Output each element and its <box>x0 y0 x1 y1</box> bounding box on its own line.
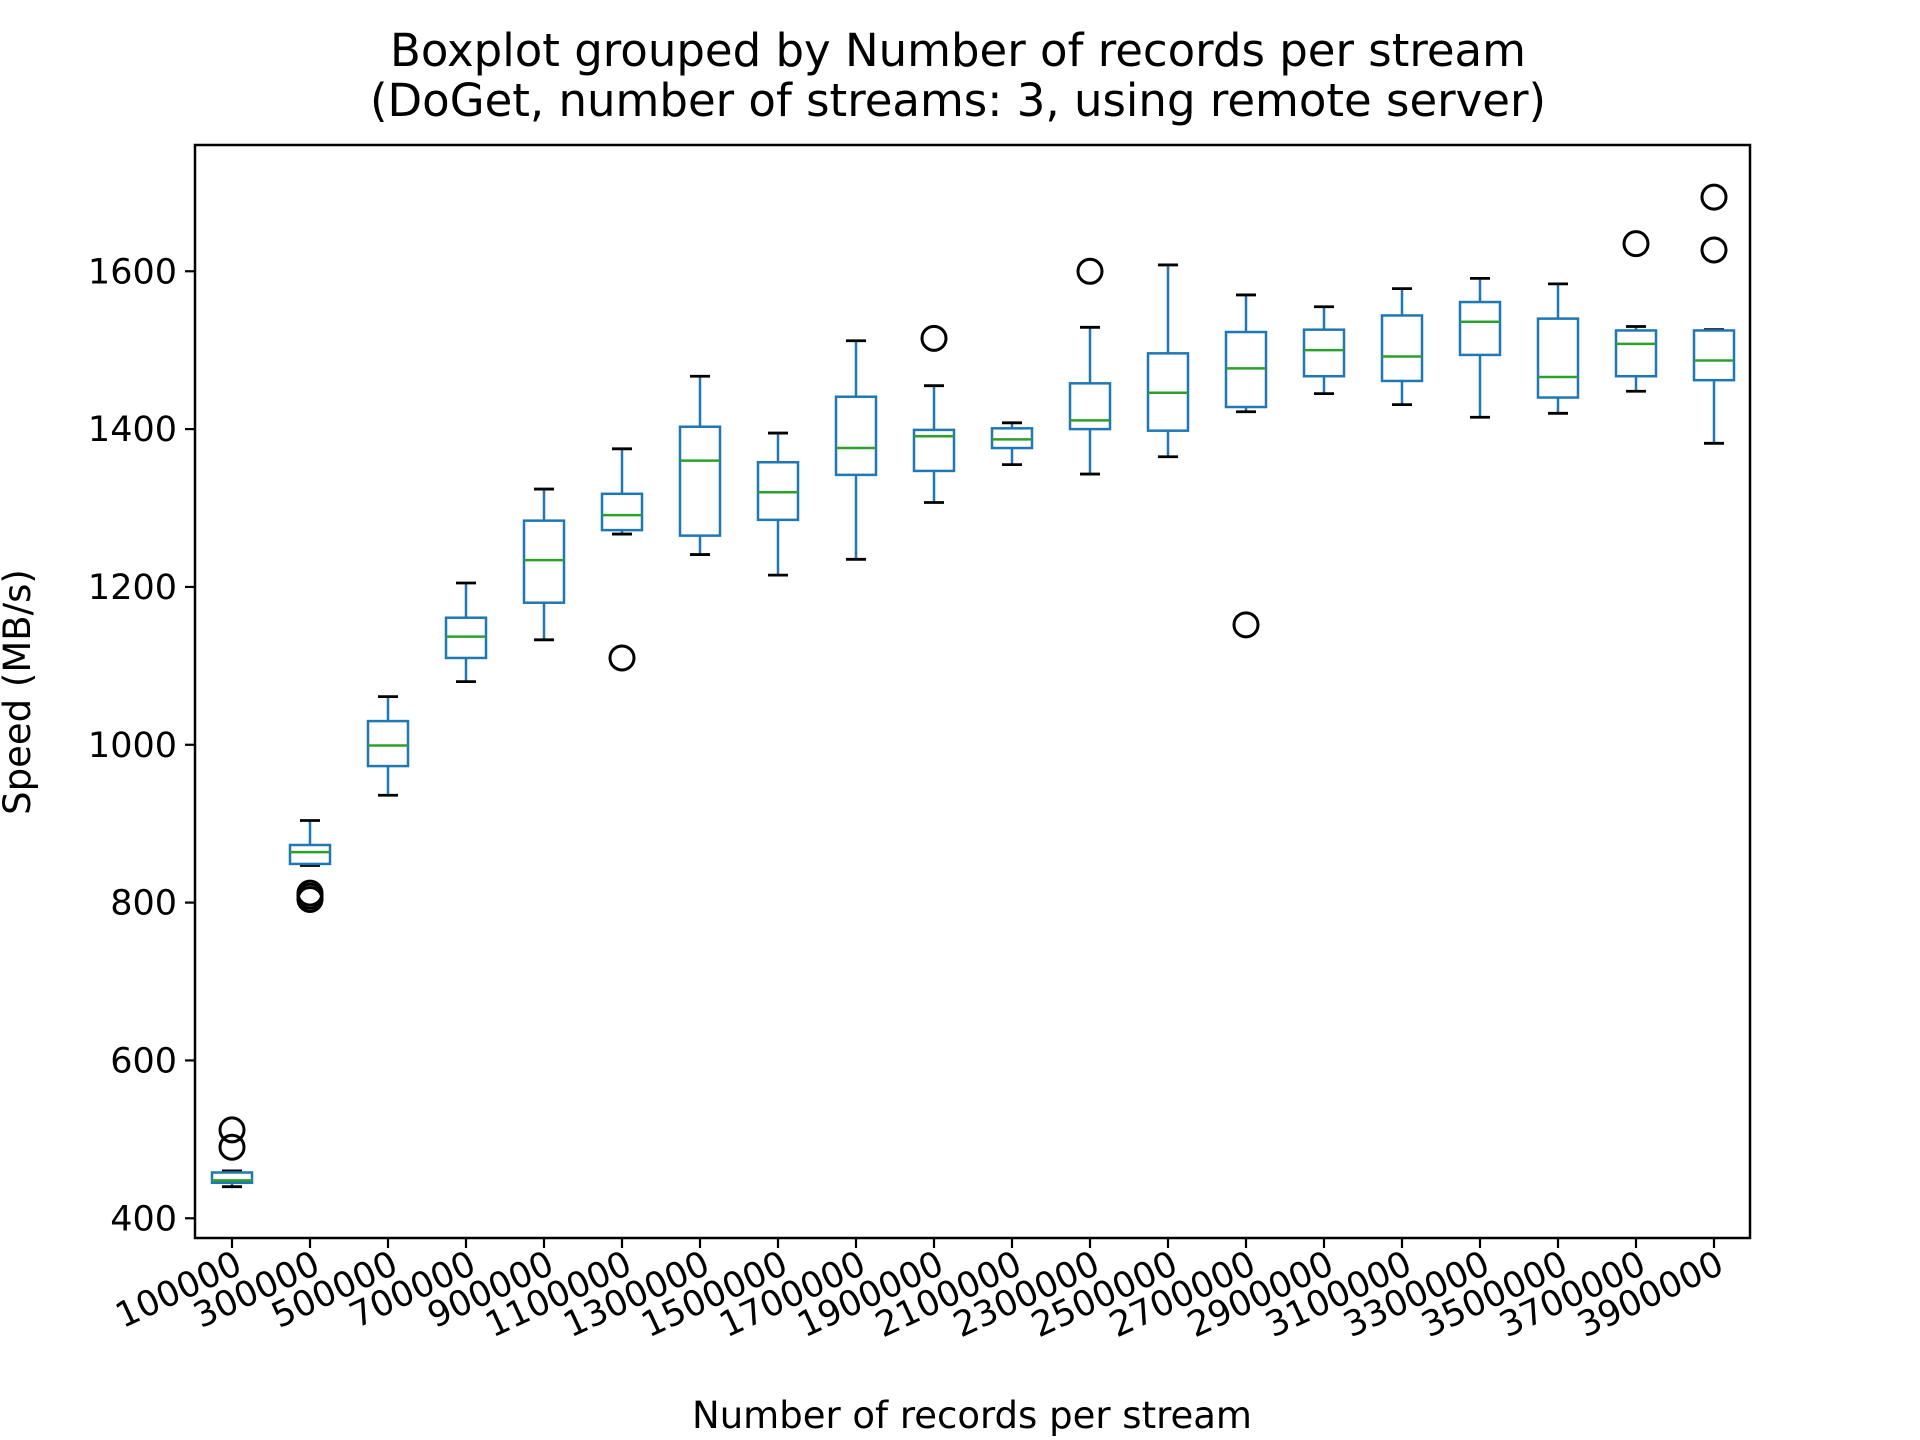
box-1100000 <box>600 447 644 672</box>
iqr-box <box>834 395 878 477</box>
iqr-box <box>1458 300 1502 357</box>
outlier-point <box>218 1133 246 1161</box>
box-3500000 <box>1536 282 1580 415</box>
y-tick-label: 1600 <box>88 252 177 292</box>
chart-subtitle: (DoGet, number of streams: 3, using remo… <box>370 74 1546 127</box>
outlier-point <box>920 324 948 352</box>
y-tick-label: 1400 <box>88 410 177 450</box>
box-2900000 <box>1302 305 1346 395</box>
outlier-point <box>218 1116 246 1144</box>
outlier-point <box>1700 236 1728 264</box>
iqr-box <box>1614 329 1658 378</box>
box-3700000 <box>1614 230 1658 393</box>
iqr-box <box>600 492 644 532</box>
iqr-box <box>366 719 410 768</box>
outlier-point <box>1232 611 1260 639</box>
box-2100000 <box>990 421 1034 467</box>
iqr-box <box>288 843 332 866</box>
iqr-box <box>522 519 566 604</box>
box-100000 <box>210 1116 254 1189</box>
iqr-box <box>1536 317 1580 399</box>
iqr-box <box>1068 382 1112 431</box>
box-1700000 <box>834 339 878 561</box>
chart-title: Boxplot grouped by Number of records per… <box>390 24 1526 77</box>
y-axis: 400 600 800 1000 1200 1400 1600 <box>88 252 195 1239</box>
x-axis: 1000003000005000007000009000001100000130… <box>110 1238 1730 1346</box>
iqr-box <box>1302 328 1346 378</box>
iqr-box <box>912 428 956 473</box>
box-1900000 <box>912 324 956 504</box>
box-1500000 <box>756 431 800 577</box>
box-2700000 <box>1224 293 1268 639</box>
box-1300000 <box>678 374 722 556</box>
y-tick-label: 1000 <box>88 726 177 766</box>
box-300000 <box>288 819 332 913</box>
outlier-point <box>608 644 636 672</box>
box-series <box>210 183 1736 1189</box>
y-tick-label: 400 <box>110 1199 177 1239</box>
box-900000 <box>522 487 566 642</box>
iqr-box <box>1692 329 1736 382</box>
box-700000 <box>444 581 488 684</box>
outlier-point <box>296 879 324 907</box>
outlier-point <box>1622 230 1650 258</box>
box-2300000 <box>1068 257 1112 476</box>
box-3300000 <box>1458 276 1502 419</box>
box-2500000 <box>1146 263 1190 459</box>
outlier-point <box>1076 257 1104 285</box>
box-3900000 <box>1692 183 1736 445</box>
y-tick-label: 1200 <box>88 568 177 608</box>
plot-frame <box>193 143 1752 1240</box>
iqr-box <box>210 1171 254 1185</box>
box-3100000 <box>1380 287 1424 407</box>
iqr-box <box>1380 314 1424 383</box>
iqr-box <box>678 425 722 537</box>
outlier-point <box>1700 183 1728 211</box>
y-axis-label: Speed (MB/s) <box>0 569 39 815</box>
box-500000 <box>366 695 410 797</box>
y-tick-label: 600 <box>110 1041 177 1081</box>
x-axis-label: Number of records per stream <box>692 1394 1252 1437</box>
y-tick-label: 800 <box>110 884 177 924</box>
